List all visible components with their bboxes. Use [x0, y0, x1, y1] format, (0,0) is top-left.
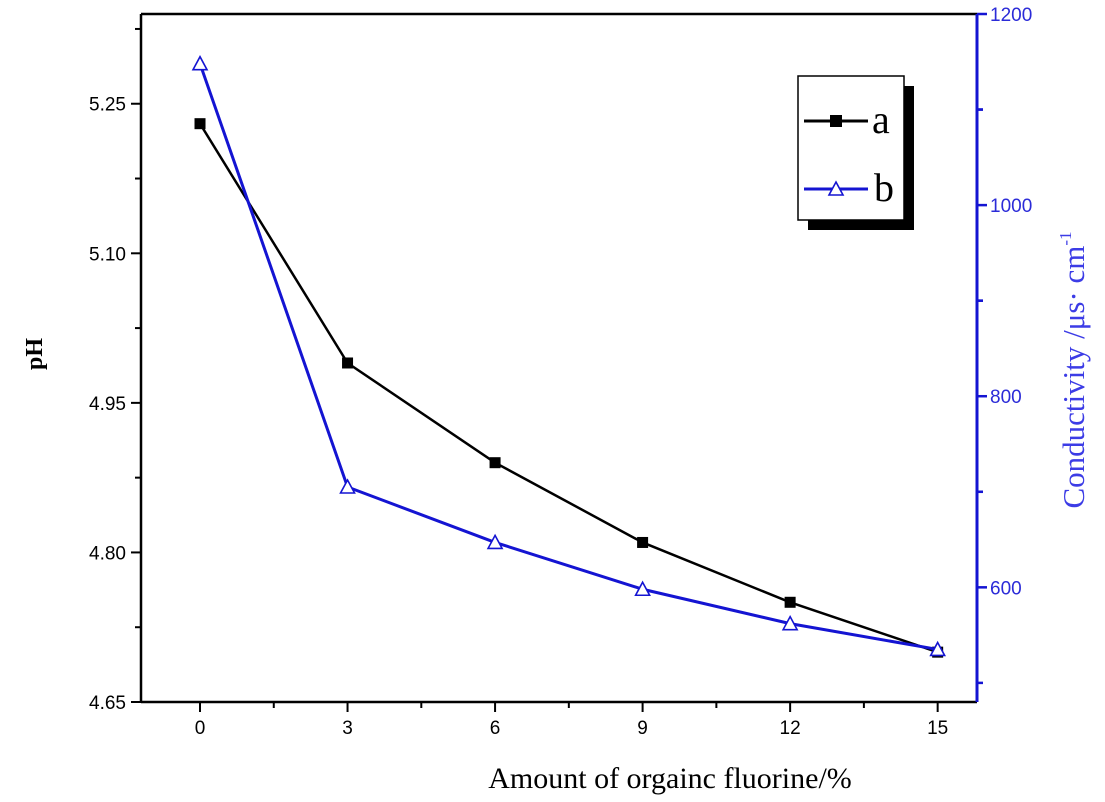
series-b-point — [781, 614, 799, 631]
series-b-point — [486, 533, 504, 550]
legend-label-b: b — [874, 165, 894, 210]
series-a-point — [637, 536, 649, 548]
x-tick-label: 12 — [780, 718, 801, 739]
y-left-axis-title: pH — [22, 338, 48, 370]
legend-label-a: a — [872, 97, 890, 142]
series-a-point — [194, 118, 206, 130]
y-right-tick-label: 600 — [990, 578, 1022, 599]
x-tick-label: 6 — [490, 718, 501, 739]
y-right-axis-title-text: Conductivity /μs· cm — [1056, 246, 1091, 509]
x-axis-title: Amount of orgainc fluorine/% — [488, 762, 852, 795]
series-b-point — [339, 478, 356, 494]
y-left-ticks: 4.65 4.80 4.95 5.10 5.25 — [89, 27, 141, 714]
y-left-tick-label: 4.95 — [89, 394, 126, 415]
x-tick-label: 3 — [342, 718, 353, 739]
y-right-axis-title-superscript: -1 — [1056, 231, 1075, 245]
series-b-line — [198, 63, 938, 651]
y-left-tick-label: 5.25 — [89, 95, 126, 116]
y-right-tick-label: 1200 — [990, 5, 1032, 26]
series-a-point — [784, 596, 796, 608]
x-tick-label: 9 — [637, 718, 648, 739]
y-left-tick-label: 5.10 — [89, 244, 126, 265]
series-a-point — [342, 357, 354, 369]
x-tick-label: 15 — [927, 718, 948, 739]
legend: a b — [797, 75, 914, 230]
y-right-tick-label: 1000 — [990, 196, 1032, 217]
y-right-axis-title: Conductivity /μs· cm-1 — [1056, 231, 1091, 508]
y-left-tick-label: 4.80 — [89, 543, 126, 564]
y-right-tick-label: 800 — [990, 387, 1022, 408]
y-right-ticks: 600 800 1000 1200 — [977, 5, 1032, 685]
y-left-tick-label: 4.65 — [89, 693, 126, 714]
series-a-line — [198, 123, 939, 654]
legend-box — [797, 75, 905, 221]
legend-swatch-a-marker — [830, 115, 842, 127]
series-a-point — [489, 457, 501, 469]
series-b — [191, 55, 946, 657]
series-b-point — [191, 55, 209, 71]
series-b-point — [929, 640, 946, 657]
x-tick-label: 0 — [195, 718, 206, 739]
x-ticks: 0 3 6 9 12 15 — [195, 702, 948, 739]
series-b-point — [634, 580, 651, 597]
legend-swatch-b-marker — [827, 180, 845, 196]
